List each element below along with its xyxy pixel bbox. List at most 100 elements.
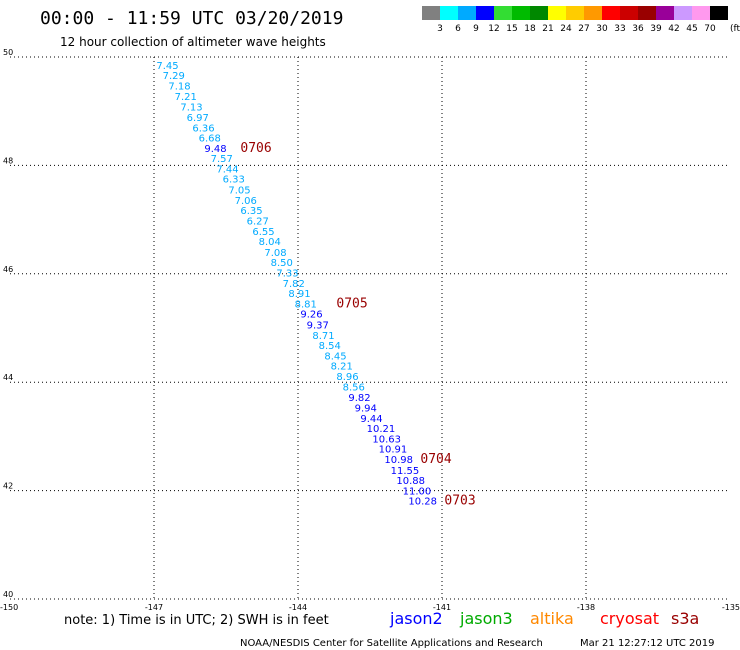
x-tick-label: -147 [145,603,163,612]
color-scale-label: 45 [686,24,697,34]
color-swatch [638,6,656,20]
x-tick-label: -135 [722,603,740,612]
color-scale-label: 30 [596,24,608,34]
swh-value-label: 7.33 [276,269,298,280]
swh-value-label: 6.36 [192,123,214,134]
swh-value-label: 8.45 [324,351,346,362]
x-tick-label: -138 [577,603,595,612]
swh-value-label: 11.55 [391,466,420,477]
color-swatch [512,6,530,20]
color-scale-label: 24 [560,24,572,34]
color-scale-label: 27 [578,24,589,34]
axis-ticks: -150 -147 -144 -141 -138 -135 40 42 44 46 48 50 [0,48,740,612]
swh-value-label: 6.33 [223,175,245,186]
swh-value-label: 6.55 [252,227,274,238]
swh-value-label: 7.29 [163,71,185,82]
data-points: 7.457.297.187.217.136.976.366.689.487.57… [156,61,437,508]
swh-value-label: 9.26 [300,310,322,321]
timestamp-text: Mar 21 12:27:12 UTC 2019 [580,638,715,649]
swh-value-label: 10.98 [384,455,413,466]
y-tick-label: 44 [3,373,13,382]
swh-value-label: 9.82 [348,393,370,404]
swh-value-label: 9.44 [360,414,382,425]
color-scale-label: 21 [542,24,553,34]
swh-value-label: 9.94 [355,403,377,414]
color-swatch [422,6,440,20]
swh-value-label: 10.88 [396,476,425,487]
swh-value-label: 7.45 [156,61,178,72]
chart-title: 00:00 - 11:59 UTC 03/20/2019 [40,8,343,29]
swh-value-label: 10.63 [372,434,401,445]
color-swatch [476,6,494,20]
swh-value-label: 7.44 [216,164,238,175]
color-swatch [656,6,674,20]
color-swatch [710,6,728,20]
swh-value-label: 8.21 [331,362,353,373]
swh-value-label: 8.56 [343,382,365,393]
color-swatch [548,6,566,20]
swh-value-label: 8.81 [295,299,317,310]
swh-value-label: 7.08 [264,248,286,259]
credit-text: NOAA/NESDIS Center for Satellite Applica… [240,638,543,649]
time-annotation: 0706 [240,141,271,156]
time-annotation: 0705 [336,296,367,311]
x-tick-label: -150 [0,603,18,612]
swh-value-label: 8.50 [271,258,293,269]
color-swatch [440,6,458,20]
swh-value-label: 7.57 [211,154,233,165]
y-tick-label: 42 [3,482,13,491]
chart-subtitle: 12 hour collection of altimeter wave hei… [60,35,326,49]
color-scale-label: 15 [506,24,517,34]
swh-value-label: 9.37 [307,321,329,332]
color-swatch [566,6,584,20]
legend-label-jason2: jason2 [389,609,443,628]
y-tick-label: 50 [3,48,13,57]
swh-value-label: 8.91 [288,289,310,300]
color-swatch [692,6,710,20]
time-annotation: 0703 [444,494,475,509]
color-scale-label: 9 [473,24,479,34]
y-tick-label: 46 [3,265,13,274]
swh-value-label: 6.27 [247,216,269,227]
color-scale-label: 12 [488,24,499,34]
swh-value-label: 10.28 [408,497,437,508]
swh-value-label: 7.18 [168,82,190,93]
color-scale-label: 70 [704,24,716,34]
color-swatch [458,6,476,20]
color-swatch [620,6,638,20]
time-annotation: 0704 [420,452,451,467]
swh-value-label: 6.68 [199,134,221,145]
satellite-legend: jason2 jason3 altika cryosat s3a [389,609,699,628]
legend-label-cryosat: cryosat [600,609,659,628]
legend-label-jason3: jason3 [459,609,513,628]
color-swatch [494,6,512,20]
y-tick-label: 40 [3,590,13,599]
swh-value-label: 8.04 [259,237,281,248]
x-tick-label: -141 [433,603,451,612]
color-scale-label: 36 [632,24,644,34]
swh-value-label: 6.97 [187,113,209,124]
color-scale-label: 18 [524,24,536,34]
color-swatch [584,6,602,20]
y-tick-label: 48 [3,156,13,165]
color-scale-unit: (ft) [730,24,740,34]
color-scale-label: 6 [455,24,461,34]
grid-lines [10,56,730,600]
swh-value-label: 10.91 [379,445,408,456]
color-swatch [674,6,692,20]
note-text: note: 1) Time is in UTC; 2) SWH is in fe… [64,613,329,628]
time-annotations: 0706 0705 0704 0703 [240,141,475,509]
swh-value-label: 10.21 [367,424,396,435]
swh-value-label: 8.71 [312,331,334,342]
swh-value-label: 7.82 [283,279,305,290]
swh-value-label: 8.96 [336,372,358,383]
x-tick-label: -144 [289,603,307,612]
swh-value-label: 11.00 [403,486,432,497]
swh-value-label: 9.48 [204,144,226,155]
color-scale-label: 39 [650,24,662,34]
legend-label-s3a: s3a [671,609,699,628]
swh-value-label: 6.35 [240,206,262,217]
color-scale-label: 33 [614,24,625,34]
